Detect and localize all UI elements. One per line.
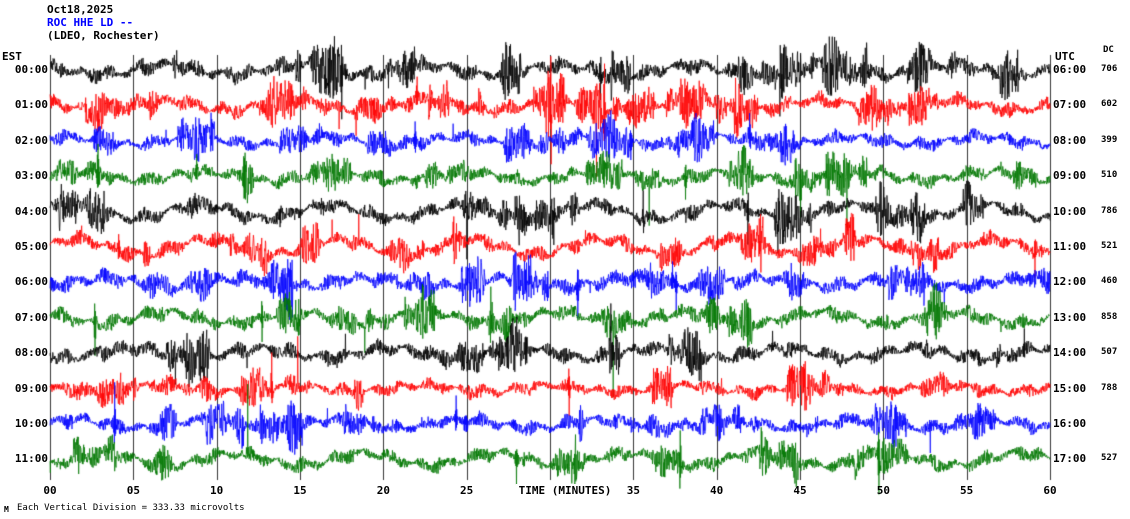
header-station: ROC HHE LD --	[47, 16, 134, 29]
dc-value: 507	[1101, 347, 1118, 358]
x-tick-label: 45	[793, 484, 807, 497]
hour-label-right: 07:00	[1053, 98, 1087, 112]
hour-label-left: 08:00	[14, 346, 48, 360]
hour-label-left: 09:00	[14, 381, 48, 395]
hour-label-left: 07:00	[14, 310, 48, 324]
header-date: Oct18,2025	[47, 3, 114, 16]
hour-label-right: 12:00	[1053, 275, 1087, 289]
hour-label-right: 11:00	[1053, 240, 1087, 253]
dc-value: 858	[1101, 311, 1118, 322]
x-tick-label: 40	[710, 484, 724, 497]
x-tick-label: 10	[210, 484, 224, 497]
x-tick-label: 05	[126, 484, 140, 497]
x-tick-label: 50	[876, 484, 890, 497]
scale-note: Each Vertical Division = 333.33 microvol…	[17, 503, 245, 513]
dc-value: 399	[1101, 134, 1118, 145]
dc-value: 786	[1101, 205, 1118, 216]
dc-value: 788	[1101, 382, 1118, 393]
dc-column-label: DC	[1103, 45, 1114, 55]
hour-label-left: 04:00	[14, 204, 48, 218]
x-tick-label: 55	[960, 484, 974, 497]
hour-label-left: 11:00	[14, 452, 48, 466]
x-axis-title: TIME (MINUTES)	[515, 484, 615, 497]
dc-value: 706	[1101, 64, 1118, 74]
right-timezone-label: UTC	[1055, 50, 1075, 63]
hour-label-right: 13:00	[1053, 310, 1087, 324]
left-timezone-label: EST	[2, 50, 22, 63]
hour-label-left: 03:00	[14, 169, 48, 183]
corner-mark: M	[4, 505, 9, 514]
x-tick-label: 20	[376, 484, 390, 497]
hour-label-left: 06:00	[14, 275, 48, 289]
hour-label-right: 08:00	[1053, 133, 1087, 147]
hour-label-right: 09:00	[1053, 169, 1087, 183]
dc-value: 510	[1101, 170, 1118, 181]
hour-label-left: 10:00	[14, 417, 48, 430]
hour-label-right: 15:00	[1053, 381, 1087, 395]
x-tick-label: 25	[460, 484, 474, 497]
x-tick-label: 35	[626, 484, 640, 497]
hour-label-right: 16:00	[1053, 417, 1087, 430]
hour-label-right: 06:00	[1053, 63, 1087, 76]
x-tick-label: 60	[1043, 484, 1057, 497]
hour-label-left: 01:00	[14, 98, 48, 112]
dc-value: 521	[1101, 241, 1118, 251]
hour-label-right: 14:00	[1053, 346, 1087, 360]
hour-label-left: 02:00	[14, 133, 48, 147]
hour-label-right: 10:00	[1053, 204, 1087, 218]
header-affiliation: (LDEO, Rochester)	[47, 29, 160, 42]
dc-value: 460	[1101, 276, 1118, 287]
x-tick-label: 15	[293, 484, 307, 497]
x-tick-label: 00	[43, 484, 57, 497]
hour-label-right: 17:00	[1053, 452, 1087, 466]
dc-value: 602	[1101, 99, 1118, 110]
hour-label-left: 05:00	[14, 240, 48, 253]
dc-value: 527	[1101, 453, 1118, 464]
hour-label-left: 00:00	[14, 63, 48, 76]
